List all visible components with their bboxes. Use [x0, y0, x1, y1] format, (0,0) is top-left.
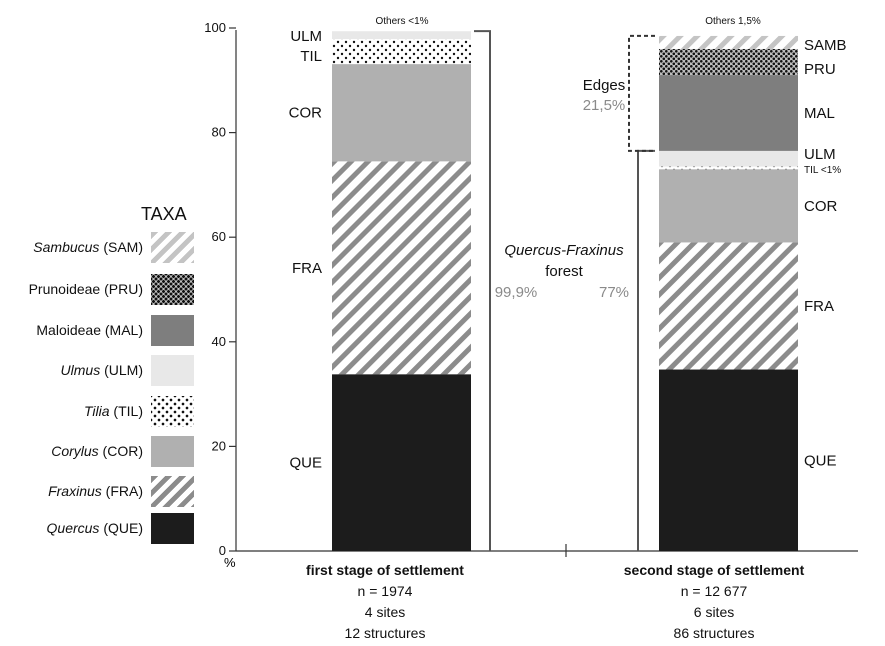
- legend-taxon-abbr: (MAL): [101, 322, 143, 338]
- bar-segment-que-second: [659, 369, 798, 551]
- legend-taxon-abbr: (SAM): [99, 239, 143, 255]
- legend-label-ulm: Ulmus (ULM): [61, 362, 143, 378]
- bar-segment-til-first: [332, 38, 471, 65]
- legend-swatch-que: [151, 513, 194, 544]
- y-tick-label: 100: [204, 20, 226, 35]
- stage-info-second: second stage of settlement n = 12 677 6 …: [594, 560, 834, 644]
- bar-label-ulm-first: ULM: [290, 28, 322, 45]
- edges-label: Edges: [583, 77, 626, 94]
- bar-label-others-first: Others <1%: [375, 16, 428, 27]
- y-axis-unit-label: %: [224, 555, 236, 570]
- legend-title: TAXA: [141, 204, 187, 224]
- bar-label-til-first: TIL: [300, 48, 322, 65]
- y-tick-label: 0: [219, 543, 226, 558]
- legend-label-til: Tilia (TIL): [84, 403, 143, 419]
- bar-segment-samb-second: [659, 35, 798, 49]
- stage-structures: 12 structures: [344, 625, 426, 641]
- y-tick-label: 80: [212, 125, 226, 140]
- bar-segment-pru-second: [659, 48, 798, 76]
- legend-taxon-name: Fraxinus: [48, 483, 102, 499]
- bar-segment-cor-first: [332, 64, 471, 162]
- bar-segment-others-first: [332, 28, 471, 32]
- legend-taxon-name: Quercus: [46, 520, 100, 536]
- legend-taxon-name: Prunoideae: [28, 281, 101, 297]
- y-tick-label: 40: [212, 334, 226, 349]
- legend-taxon-abbr: (ULM): [100, 362, 143, 378]
- legend-swatch-mal: [151, 315, 194, 346]
- legend-taxon-abbr: (TIL): [109, 403, 143, 419]
- bar-label-ulm-second: ULM: [804, 146, 836, 163]
- legend-taxon-name: Corylus: [51, 443, 99, 459]
- legend-label-pru: Prunoideae (PRU): [29, 281, 143, 297]
- bar-segment-ulm-second: [659, 150, 798, 167]
- bar-segment-ulm-first: [332, 31, 471, 39]
- bar-segment-fra-first: [332, 161, 471, 375]
- stage-title: first stage of settlement: [306, 562, 464, 578]
- y-tick-label: 20: [212, 438, 226, 453]
- legend-taxon-abbr: (COR): [98, 443, 143, 459]
- legend-taxon-name: Tilia: [84, 403, 110, 419]
- legend-label-cor: Corylus (COR): [51, 443, 143, 459]
- forest-bracket-first: [474, 30, 491, 551]
- bar-label-til-second: TIL <1%: [804, 165, 841, 176]
- bar-segment-mal-second: [659, 75, 798, 151]
- forest-label-word: forest: [545, 263, 583, 280]
- bar-label-fra-first: FRA: [292, 260, 322, 277]
- edges-bracket: [628, 34, 655, 152]
- y-tick-label: 60: [212, 229, 226, 244]
- legend-swatch-ulm: [151, 355, 194, 386]
- bar-label-que-second: QUE: [804, 452, 837, 469]
- bar-label-samb-second: SAMB: [804, 37, 847, 54]
- legend-swatch-sam: [151, 232, 194, 263]
- legend-swatch-fra: [151, 476, 194, 507]
- bar-segment-que-first: [332, 374, 471, 551]
- legend-taxon-abbr: (PRU): [100, 281, 143, 297]
- bar-label-que-first: QUE: [289, 455, 322, 472]
- stage-count: n = 12 677: [680, 583, 748, 599]
- stage-sites: 4 sites: [364, 604, 406, 620]
- legend-taxon-abbr: (FRA): [101, 483, 143, 499]
- bar-label-others-second: Others 1,5%: [705, 16, 761, 27]
- bar-label-mal-second: MAL: [804, 105, 835, 122]
- legend-taxon-name: Maloideae: [36, 322, 101, 338]
- legend-label-mal: Maloideae (MAL): [36, 322, 143, 338]
- legend-taxon-name: Ulmus: [60, 362, 101, 378]
- forest-percent-first: 99,9%: [495, 284, 538, 301]
- stage-sites: 6 sites: [693, 604, 735, 620]
- stage-title: second stage of settlement: [623, 562, 805, 578]
- forest-percent-second: 77%: [599, 284, 629, 301]
- stage-info-first: first stage of settlement n = 1974 4 sit…: [265, 560, 505, 644]
- bar-segment-cor-second: [659, 169, 798, 243]
- bar-label-cor-first: COR: [289, 105, 323, 122]
- legend-taxon-abbr: (QUE): [99, 520, 143, 536]
- legend-label-fra: Fraxinus (FRA): [48, 483, 143, 499]
- legend-taxon-name: Sambucus: [33, 239, 100, 255]
- bar-segment-others-second: [659, 28, 798, 36]
- bar-label-cor-second: COR: [804, 198, 838, 215]
- forest-label-name: Quercus-Fraxinus: [504, 242, 624, 259]
- legend-swatch-cor: [151, 436, 194, 467]
- stage-structures: 86 structures: [673, 625, 755, 641]
- forest-bracket-second: [637, 149, 655, 551]
- edges-percent: 21,5%: [583, 97, 626, 114]
- bar-segment-fra-second: [659, 242, 798, 370]
- legend-label-sam: Sambucus (SAM): [33, 239, 143, 255]
- legend-label-que: Quercus (QUE): [47, 520, 143, 536]
- bar-label-pru-second: PRU: [804, 61, 836, 78]
- legend-swatch-til: [151, 396, 194, 427]
- bar-segment-til-second: [659, 166, 798, 170]
- stage-count: n = 1974: [357, 583, 413, 599]
- bar-label-fra-second: FRA: [804, 298, 834, 315]
- legend-swatch-pru: [151, 274, 194, 305]
